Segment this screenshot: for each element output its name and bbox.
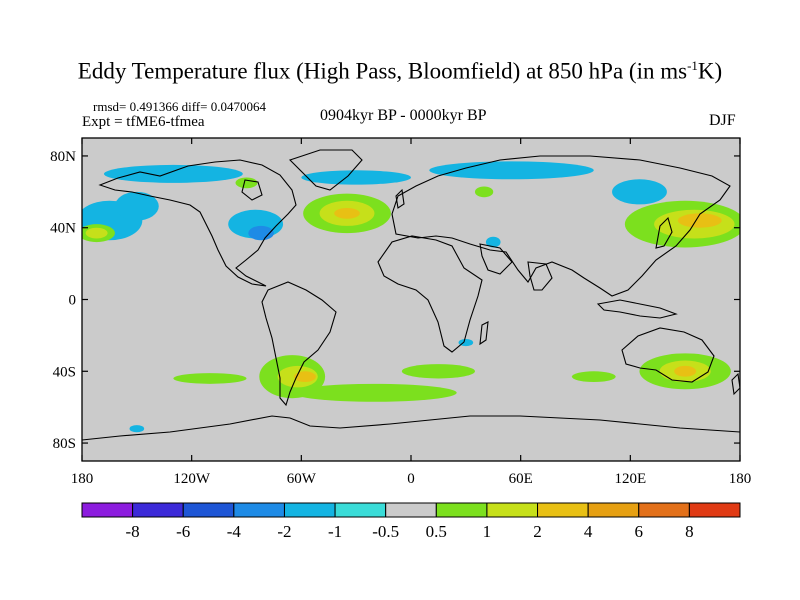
coast-new-zealand [731,372,740,396]
lat-tick-label: 0 [69,293,77,309]
lon-tick-label: 0 [407,471,415,487]
colorbar-label-3: -2 [277,522,292,541]
anomaly-patch-6 [248,225,274,241]
lat-tick-label: 80N [50,149,76,165]
coast-eurasia [391,155,731,297]
coast-arabia [479,243,513,275]
lon-tick-label: 180 [729,471,752,487]
plot-title: Eddy Temperature flux (High Pass, Bloomf… [0,58,800,85]
axis-ticks: 80N 40N 0 40S 80S 180 120W 60W 0 60E 120E 180 [50,138,751,487]
lat-tick-label: 40N [50,221,76,237]
lat-tick-label: 80S [53,436,76,452]
coast-antarctica [82,415,740,441]
colorbar-label-5: -0.5 [372,522,400,541]
coast-greenland [288,149,363,191]
colorbar-label-10: 6 [634,522,644,541]
colorbar-swatch-4 [283,502,336,518]
lon-tick-label: 60E [509,471,533,487]
colorbar-swatch-5 [334,502,387,518]
anomaly-patch-24 [401,364,475,379]
lon-tick-label: 120E [614,471,646,487]
title-superscript: -1 [687,58,698,73]
anomaly-patch-23 [292,383,457,402]
anomaly-patch-4 [103,164,243,183]
colorbar [81,502,741,518]
coast-africa [377,235,483,353]
anomaly-patch-30 [129,425,145,433]
title-prefix: Eddy Temperature flux (High Pass, Bloomf… [77,58,688,84]
coast-north-america [98,159,297,287]
colorbar-label-4: -1 [327,522,343,541]
lat-tick-label: 40S [53,364,76,380]
anomaly-patch-26 [571,371,616,383]
anomaly-patch-25 [458,338,474,347]
coast-japan [655,216,673,249]
colorbar-swatch-12 [688,502,741,518]
anomaly-patch-13 [474,186,494,198]
lon-tick-label: 180 [71,471,94,487]
anomaly-contours [82,161,740,433]
colorbar-label-6: 0.5 [425,522,447,541]
colorbar-label-1: -6 [176,522,191,541]
coast-indonesia [596,299,678,319]
anomaly-patch-12 [429,161,594,180]
colorbar-swatch-2 [182,502,235,518]
coast-india [527,261,553,291]
lon-tick-label: 120W [173,471,211,487]
anomaly-patch-18 [612,179,667,205]
anomaly-patch-29 [674,365,697,377]
period-label: 0904kyr BP - 0000kyr BP [320,107,487,124]
colorbar-label-0: -8 [125,522,140,541]
anomaly-patch-2 [85,227,108,239]
colorbar-swatch-1 [132,502,184,518]
coast-madagascar [479,321,489,346]
colorbar-swatch-10 [587,502,640,518]
colorbar-label-2: -4 [226,522,241,541]
anomaly-patch-21 [294,371,316,383]
anomaly-patch-11 [301,170,411,185]
colorbar-label-8: 2 [533,522,542,541]
anomaly-patch-14 [485,236,501,248]
anomaly-patch-10 [334,207,360,219]
colorbar-swatch-11 [638,502,690,518]
lon-tick-label: 60W [287,471,317,487]
coast-uk [395,188,405,209]
colorbar-swatch-9 [537,502,589,518]
colorbar-label-7: 1 [482,522,492,541]
anomaly-patch-22 [173,373,247,384]
colorbar-label-11: 8 [685,522,694,541]
colorbar-swatch-8 [486,502,539,518]
season-label: DJF [709,112,736,129]
colorbar-swatch-7 [435,502,488,518]
experiment-label: Expt = tfME6-tfmea [82,114,205,130]
colorbar-label-9: 4 [583,522,593,541]
anomaly-patch-17 [677,213,722,228]
coast-australia [621,327,715,383]
anomaly-patch-7 [235,177,258,189]
colorbar-swatch-6 [385,502,437,518]
coastlines [82,149,740,441]
coast-hudson-bay [241,179,263,201]
colorbar-swatch-3 [233,502,285,518]
title-suffix: K) [697,58,723,84]
colorbar-swatch-0 [81,502,134,518]
anomaly-patch-3 [114,191,159,221]
coast-south-america [261,281,337,407]
rmsd-diff-text: rmsd= 0.491366 diff= 0.0470064 [93,99,266,114]
